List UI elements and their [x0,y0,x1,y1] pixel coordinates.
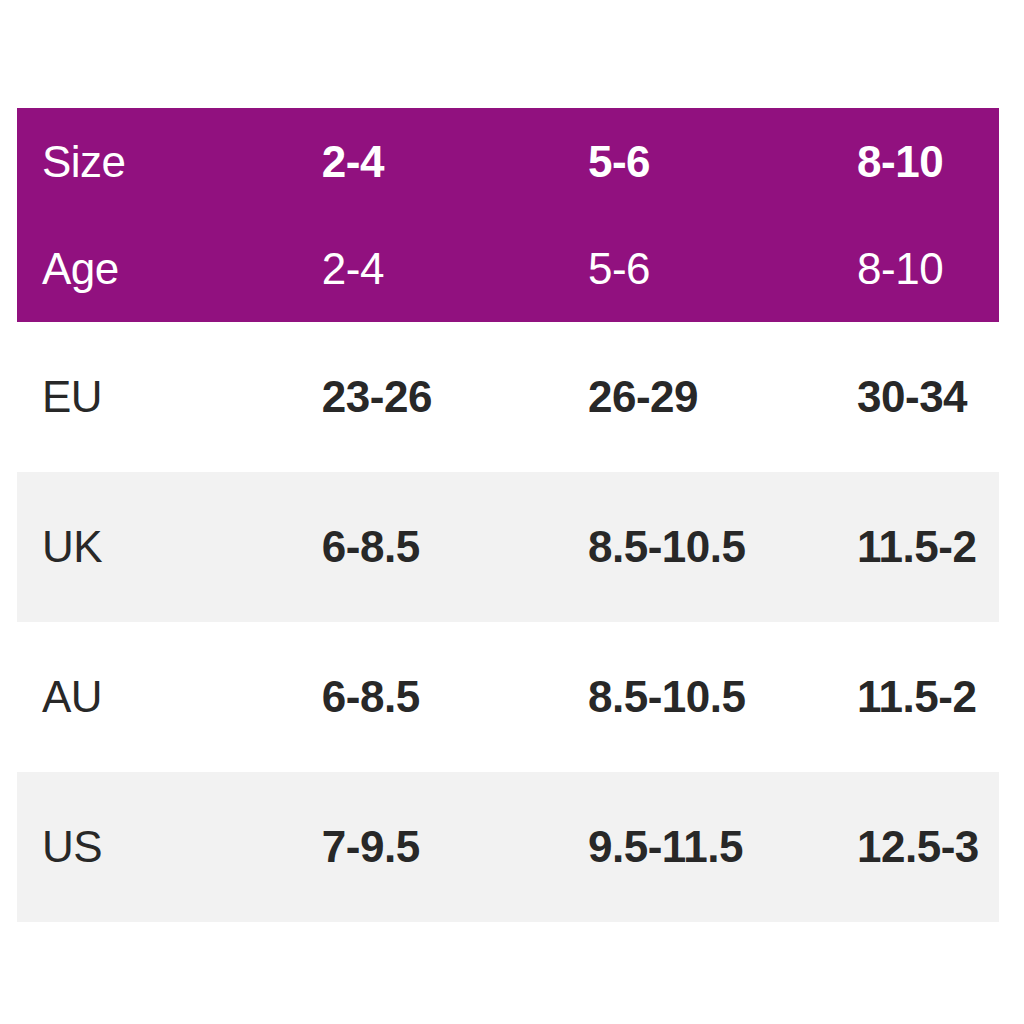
age-value-2: 5-6 [563,244,832,294]
uk-value-3: 11.5-2 [832,522,999,572]
au-row-label: AU [17,672,297,722]
table-row-au: AU 6-8.5 8.5-10.5 11.5-2 [17,622,999,772]
eu-value-1: 23-26 [297,372,563,422]
au-value-1: 6-8.5 [297,672,563,722]
size-header-row: Size 2-4 5-6 8-10 [17,108,999,215]
uk-value-1: 6-8.5 [297,522,563,572]
us-value-3: 12.5-3 [832,822,999,872]
age-header-row: Age 2-4 5-6 8-10 [17,215,999,322]
age-row-label: Age [17,244,297,294]
uk-row-label: UK [17,522,297,572]
eu-row-label: EU [17,372,297,422]
us-row-label: US [17,822,297,872]
table-row-eu: EU 23-26 26-29 30-34 [17,322,999,472]
table-row-uk: UK 6-8.5 8.5-10.5 11.5-2 [17,472,999,622]
eu-value-2: 26-29 [563,372,832,422]
size-chart-page: Size 2-4 5-6 8-10 Age 2-4 5-6 8-10 EU 23… [0,0,1024,1024]
size-value-3: 8-10 [832,137,999,187]
eu-value-3: 30-34 [832,372,999,422]
table-row-us: US 7-9.5 9.5-11.5 12.5-3 [17,772,999,922]
us-value-2: 9.5-11.5 [563,822,832,872]
age-value-3: 8-10 [832,244,999,294]
size-chart-header: Size 2-4 5-6 8-10 Age 2-4 5-6 8-10 [17,108,999,322]
size-value-2: 5-6 [563,137,832,187]
uk-value-2: 8.5-10.5 [563,522,832,572]
size-row-label: Size [17,137,297,187]
size-chart-table: Size 2-4 5-6 8-10 Age 2-4 5-6 8-10 EU 23… [17,108,999,922]
size-chart-body: EU 23-26 26-29 30-34 UK 6-8.5 8.5-10.5 1… [17,322,999,922]
us-value-1: 7-9.5 [297,822,563,872]
au-value-3: 11.5-2 [832,672,999,722]
size-value-1: 2-4 [297,137,563,187]
age-value-1: 2-4 [297,244,563,294]
au-value-2: 8.5-10.5 [563,672,832,722]
